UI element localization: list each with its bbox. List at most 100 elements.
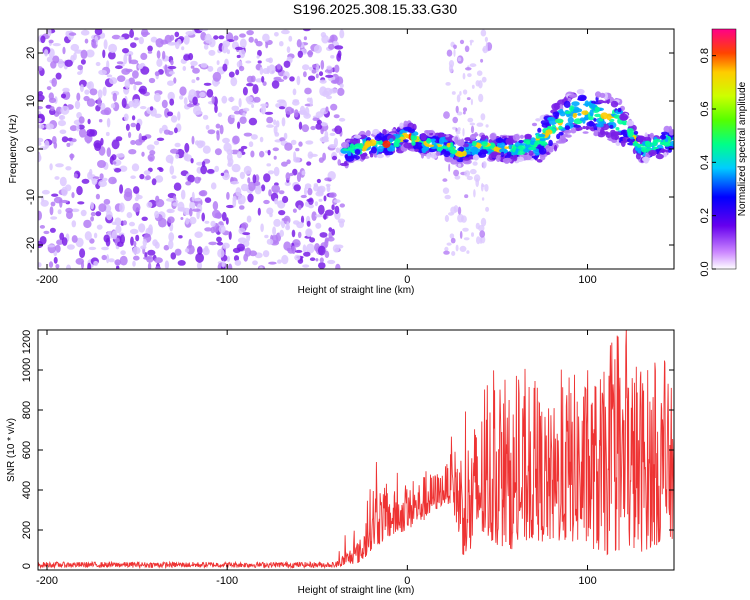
noise-blob — [243, 132, 253, 137]
noise-blob — [129, 228, 139, 235]
ridge-blob — [382, 129, 387, 135]
noise-blob — [328, 43, 335, 50]
streak-blob — [472, 161, 478, 166]
noise-blob — [327, 259, 336, 265]
noise-blob — [114, 217, 122, 226]
noise-blob — [240, 183, 249, 192]
ridge-blob — [548, 147, 554, 153]
noise-blob — [330, 55, 335, 59]
noise-blob — [239, 171, 245, 180]
noise-blob — [52, 55, 60, 64]
noise-blob — [147, 249, 156, 256]
ridge-blob — [439, 137, 445, 145]
noise-blob — [134, 37, 139, 41]
streak-blob — [471, 84, 475, 89]
ridge-blob — [403, 126, 412, 131]
noise-blob — [89, 88, 98, 96]
streak-blob — [476, 236, 481, 245]
noise-blob — [320, 60, 325, 70]
noise-blob — [38, 137, 44, 143]
noise-blob — [129, 59, 139, 65]
noise-blob — [133, 255, 140, 261]
noise-blob — [191, 79, 196, 84]
noise-blob — [55, 72, 62, 80]
noise-blob — [262, 250, 270, 258]
streak-blob — [450, 237, 456, 244]
noise-blob — [95, 193, 100, 200]
streak-blob — [453, 44, 457, 50]
noise-blob — [167, 42, 176, 46]
noise-blob — [291, 245, 296, 254]
noise-blob — [114, 259, 122, 266]
streak-blob — [485, 124, 489, 128]
noise-blob — [301, 170, 306, 176]
y-tick-label: 400 — [21, 481, 33, 499]
noise-blob — [102, 49, 106, 59]
noise-blob — [198, 190, 206, 197]
noise-blob — [267, 149, 271, 156]
noise-blob — [319, 79, 327, 84]
noise-blob — [183, 97, 188, 105]
ridge-blob — [517, 145, 526, 151]
noise-blob — [195, 252, 205, 263]
streak-blob — [473, 189, 476, 198]
noise-blob — [196, 111, 203, 115]
noise-blob — [175, 153, 180, 159]
noise-blob — [91, 178, 98, 186]
noise-blob — [315, 73, 319, 79]
y-tick-label: -20 — [25, 237, 37, 253]
noise-blob — [253, 96, 261, 103]
streak-blob — [451, 91, 456, 95]
noise-blob — [62, 46, 66, 55]
ridge-blob — [613, 114, 621, 119]
noise-blob — [180, 217, 184, 220]
noise-blob — [187, 174, 195, 183]
streak-blob — [480, 29, 487, 37]
ridge-blob — [447, 146, 455, 151]
noise-blob — [83, 95, 90, 102]
ridge-blob — [582, 118, 586, 124]
noise-blob — [164, 34, 172, 45]
chart-title: S196.2025.308.15.33.G30 — [292, 1, 458, 17]
noise-blob — [147, 50, 153, 54]
noise-blob — [156, 50, 161, 59]
noise-blob — [334, 205, 340, 215]
noise-blob — [147, 45, 153, 52]
noise-blob — [90, 216, 94, 222]
streak-blob — [467, 73, 472, 78]
noise-blob — [208, 49, 216, 56]
colorbar-tick-label: 0.8 — [699, 48, 711, 63]
ridge-blob — [386, 134, 396, 142]
noise-blob — [266, 124, 274, 128]
ridge-blob — [591, 100, 596, 104]
noise-blob — [105, 210, 113, 221]
y-tick-label: -10 — [25, 189, 37, 205]
streak-blob — [475, 80, 480, 87]
ridge-blob — [417, 144, 423, 149]
ridge-blob — [457, 163, 462, 168]
streak-blob — [480, 58, 484, 63]
streak-blob — [484, 184, 489, 192]
noise-blob — [227, 157, 234, 166]
noise-blob — [315, 63, 320, 73]
ridge-blob — [499, 148, 508, 153]
ridge-blob — [635, 153, 641, 160]
noise-blob — [103, 234, 110, 243]
y-tick-label: 600 — [21, 441, 33, 459]
noise-blob — [323, 213, 327, 220]
ridge-blob — [450, 159, 458, 165]
noise-blob — [241, 222, 249, 229]
noise-blob — [174, 127, 178, 134]
streak-blob — [442, 178, 448, 182]
noise-blob — [289, 172, 294, 177]
noise-blob — [81, 178, 90, 184]
noise-blob — [336, 52, 342, 62]
spectrogram-xlabel: Height of straight line (km) — [298, 285, 415, 296]
ridge-blob — [594, 113, 602, 118]
noise-blob — [294, 109, 299, 118]
noise-blob — [316, 119, 322, 125]
noise-blob — [235, 187, 242, 197]
noise-blob — [51, 136, 57, 145]
noise-blob — [105, 131, 110, 137]
